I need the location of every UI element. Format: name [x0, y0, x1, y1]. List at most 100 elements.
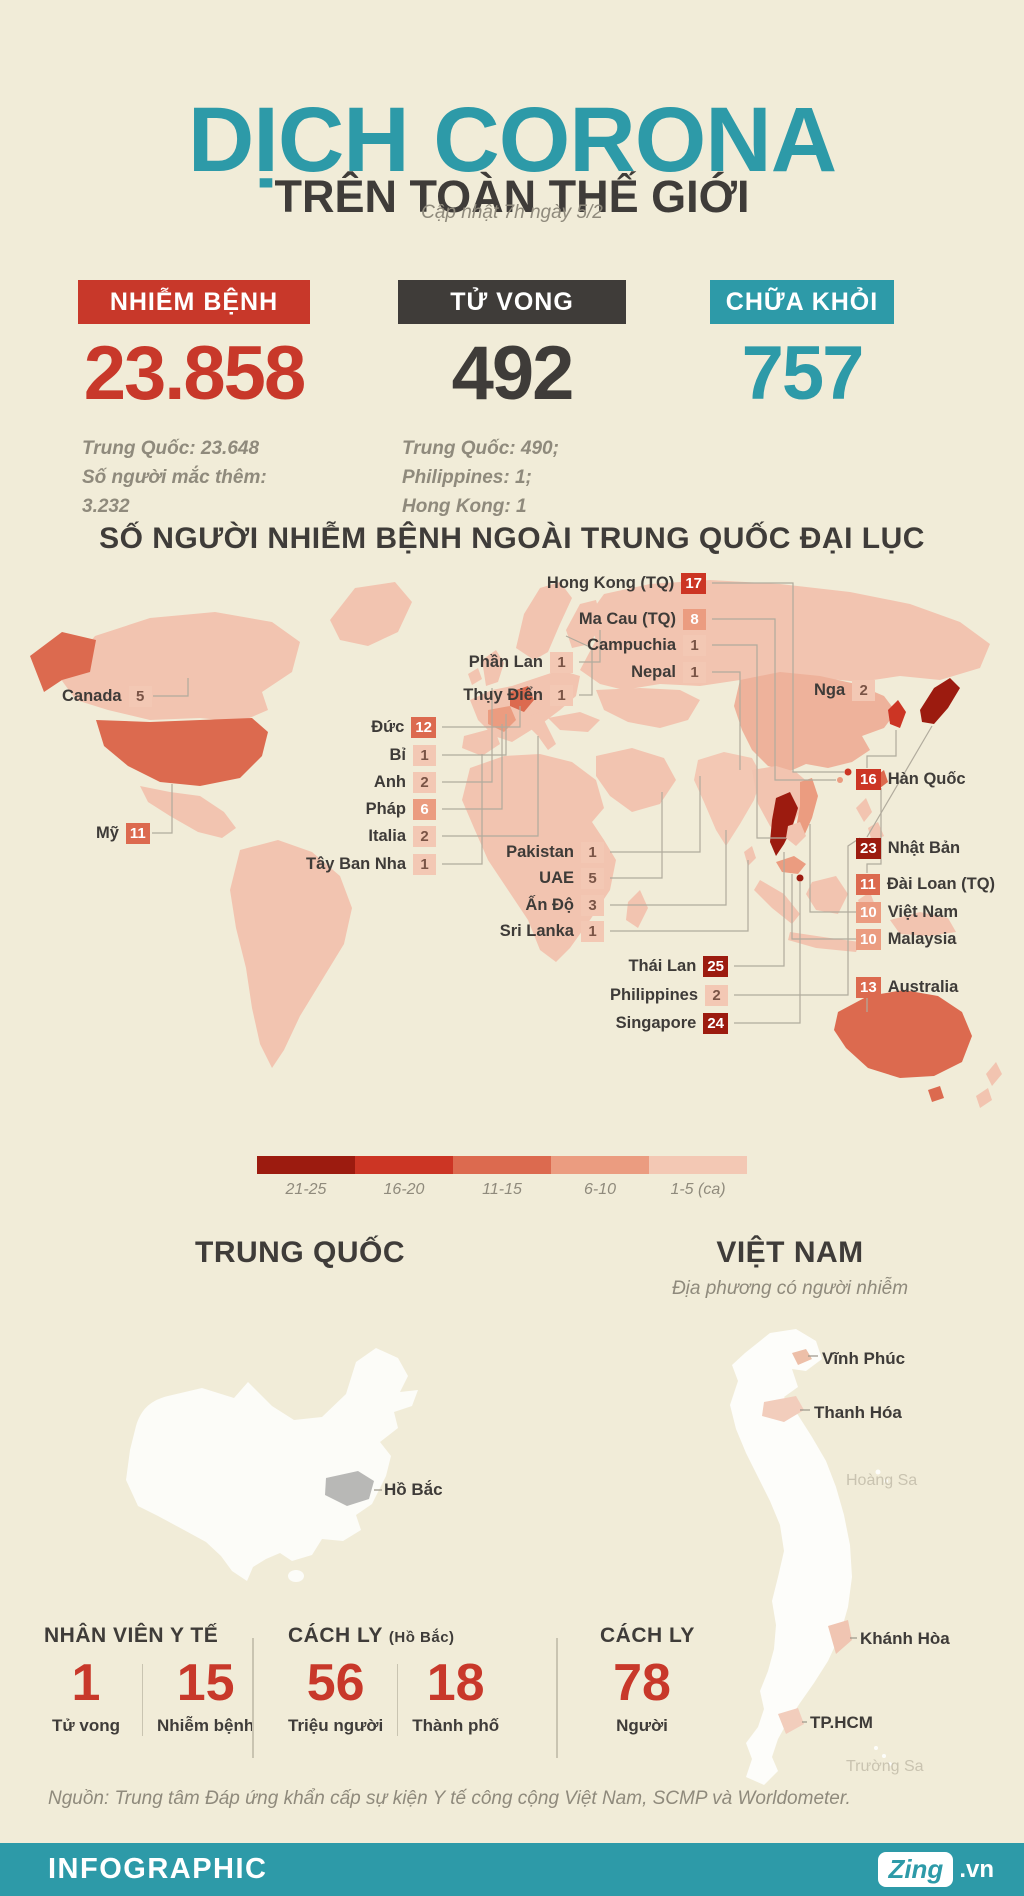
divider [142, 1664, 143, 1736]
shape-new-zealand [986, 1062, 1002, 1086]
stat-notes-infected: Trung Quốc: 23.648 Số người mắc thêm: 3.… [78, 434, 310, 521]
medical-staff-title: NHÂN VIÊN Y TẾ [44, 1624, 219, 1647]
leader-line [712, 644, 786, 839]
hoang-sa-label: Hoàng Sa [846, 1472, 918, 1489]
china-section-title: TRUNG QUỐC [195, 1236, 405, 1269]
shape-greenland [330, 582, 412, 646]
country-count-badge: 1 [683, 634, 706, 656]
legend-label: 16-20 [383, 1181, 425, 1198]
country-count-badge: 1 [683, 661, 706, 683]
hubei-region [325, 1471, 374, 1506]
country-label-france: Pháp 6 [366, 798, 436, 820]
country-name: Nga [814, 680, 846, 699]
country-name: Pakistan [506, 842, 574, 861]
shape-philippines [868, 822, 884, 842]
shape-india [694, 752, 762, 846]
shape-java [788, 932, 860, 952]
stat-badge-infected: NHIỄM BỆNH [78, 280, 310, 324]
stat-item: 18 Thành phố [412, 1654, 499, 1736]
country-name: Anh [373, 772, 406, 791]
stat-item: 56 Triệu người [288, 1654, 383, 1736]
country-count-badge: 1 [413, 744, 436, 766]
leader-lines [152, 582, 933, 1024]
shape-france [488, 706, 516, 732]
leader-line [712, 582, 844, 773]
country-name: Italia [368, 826, 406, 845]
tp-hcm-label: TP.HCM [810, 1713, 873, 1732]
hubei-quarantine-stats: CÁCH LY (Hồ Bắc) 56 Triệu người 18 Thành… [288, 1624, 499, 1736]
country-label-russia: Nga 2 [814, 679, 876, 701]
stat-deaths: TỬ VONG 492 Trung Quốc: 490; Philippines… [398, 280, 626, 521]
shape-russia [580, 580, 990, 690]
country-name: Ấn Độ [525, 895, 574, 914]
country-name: Bỉ [389, 745, 407, 764]
stat-recovered: CHỮA KHỎI 757 [710, 280, 894, 416]
country-label-uae: UAE 5 [539, 867, 604, 889]
country-name: Philippines [609, 985, 698, 1004]
country-name: Australia [887, 977, 959, 996]
shape-south-korea [888, 700, 906, 728]
country-name: Malaysia [887, 929, 957, 948]
country-label-japan: 23 Nhật Bản [856, 837, 960, 859]
leader-line [866, 788, 882, 873]
hubei-label: Hồ Bắc [384, 1480, 443, 1499]
shape-sumatra [754, 880, 800, 924]
leader-line [734, 837, 861, 996]
leader-line [734, 882, 801, 1024]
legend-label: 11-15 [482, 1181, 522, 1198]
country-count-badge: 5 [128, 685, 152, 707]
shape-new-guinea [890, 912, 956, 936]
shape-new-zealand [976, 1088, 992, 1108]
stat-infected: NHIỄM BỆNH 23.858 Trung Quốc: 23.648 Số … [78, 280, 310, 521]
vietnam-quarantine-stats: CÁCH LY 78 Người [600, 1624, 695, 1736]
legend-item: 1-5 (ca) [649, 1156, 747, 1199]
leader-line [152, 784, 173, 834]
stat-item-value: 18 [426, 1654, 485, 1712]
leader-line [442, 688, 493, 783]
country-label-belgium: Bỉ 1 [389, 744, 436, 766]
country-label-spain: Tây Ban Nha 1 [306, 853, 436, 875]
shape-africa [462, 754, 616, 962]
country-name: Đài Loan (TQ) [886, 874, 996, 893]
legend-swatch [453, 1156, 551, 1174]
shape-mexico [140, 786, 236, 838]
country-count-badge: 3 [581, 894, 604, 916]
country-count-badge: 11 [856, 873, 880, 895]
truong-sa-islands [888, 1762, 892, 1766]
shape-ireland [468, 668, 482, 685]
stat-value-deaths: 492 [451, 331, 575, 416]
leader-line [734, 852, 785, 967]
divider [556, 1638, 558, 1758]
country-label-australia: 13 Australia [856, 976, 958, 998]
hubei-quarantine-note: (Hồ Bắc) [388, 1629, 455, 1646]
country-name: Nhật Bản [887, 838, 961, 857]
country-label-sri-lanka: Sri Lanka 1 [500, 920, 604, 942]
footer-bar: INFOGRAPHIC Zing .vn [0, 1843, 1024, 1896]
vietnam-quarantine-title: CÁCH LY [600, 1624, 695, 1647]
zing-logo-box: Zing [878, 1852, 954, 1887]
country-count-badge: 25 [703, 955, 728, 977]
hubei-quarantine-title: CÁCH LY (Hồ Bắc) [288, 1624, 455, 1647]
stat-item: 15 Nhiễm bệnh [157, 1654, 254, 1736]
vietnam-section-subtitle: Địa phương có người nhiễm [671, 1278, 909, 1299]
stat-item-label: Tử vong [51, 1716, 121, 1735]
country-name: Hàn Quốc [887, 769, 966, 788]
stat-value-infected: 23.858 [83, 331, 306, 416]
shape-japan [920, 678, 960, 724]
country-label-south-korea: 16 Hàn Quốc [856, 768, 966, 790]
country-count-badge: 2 [852, 679, 876, 701]
country-count-badge: 1 [413, 853, 436, 875]
shape-philippines [856, 798, 872, 822]
country-name: Mỹ [96, 823, 119, 842]
vietnam-section-title: VIỆT NAM [716, 1236, 864, 1269]
vietnam-silhouette [730, 1329, 852, 1785]
map-legend: 21-25 16-20 11-15 6-10 1-5 (ca) [257, 1156, 747, 1199]
divider [397, 1664, 399, 1736]
country-label-finland: Phần Lan 1 [469, 651, 573, 673]
stat-item-label: Nhiễm bệnh [157, 1716, 255, 1735]
country-name: Campuchia [587, 635, 676, 654]
tp-hcm-region [778, 1708, 804, 1734]
shape-iberia [462, 728, 500, 756]
leader-line [712, 671, 741, 770]
